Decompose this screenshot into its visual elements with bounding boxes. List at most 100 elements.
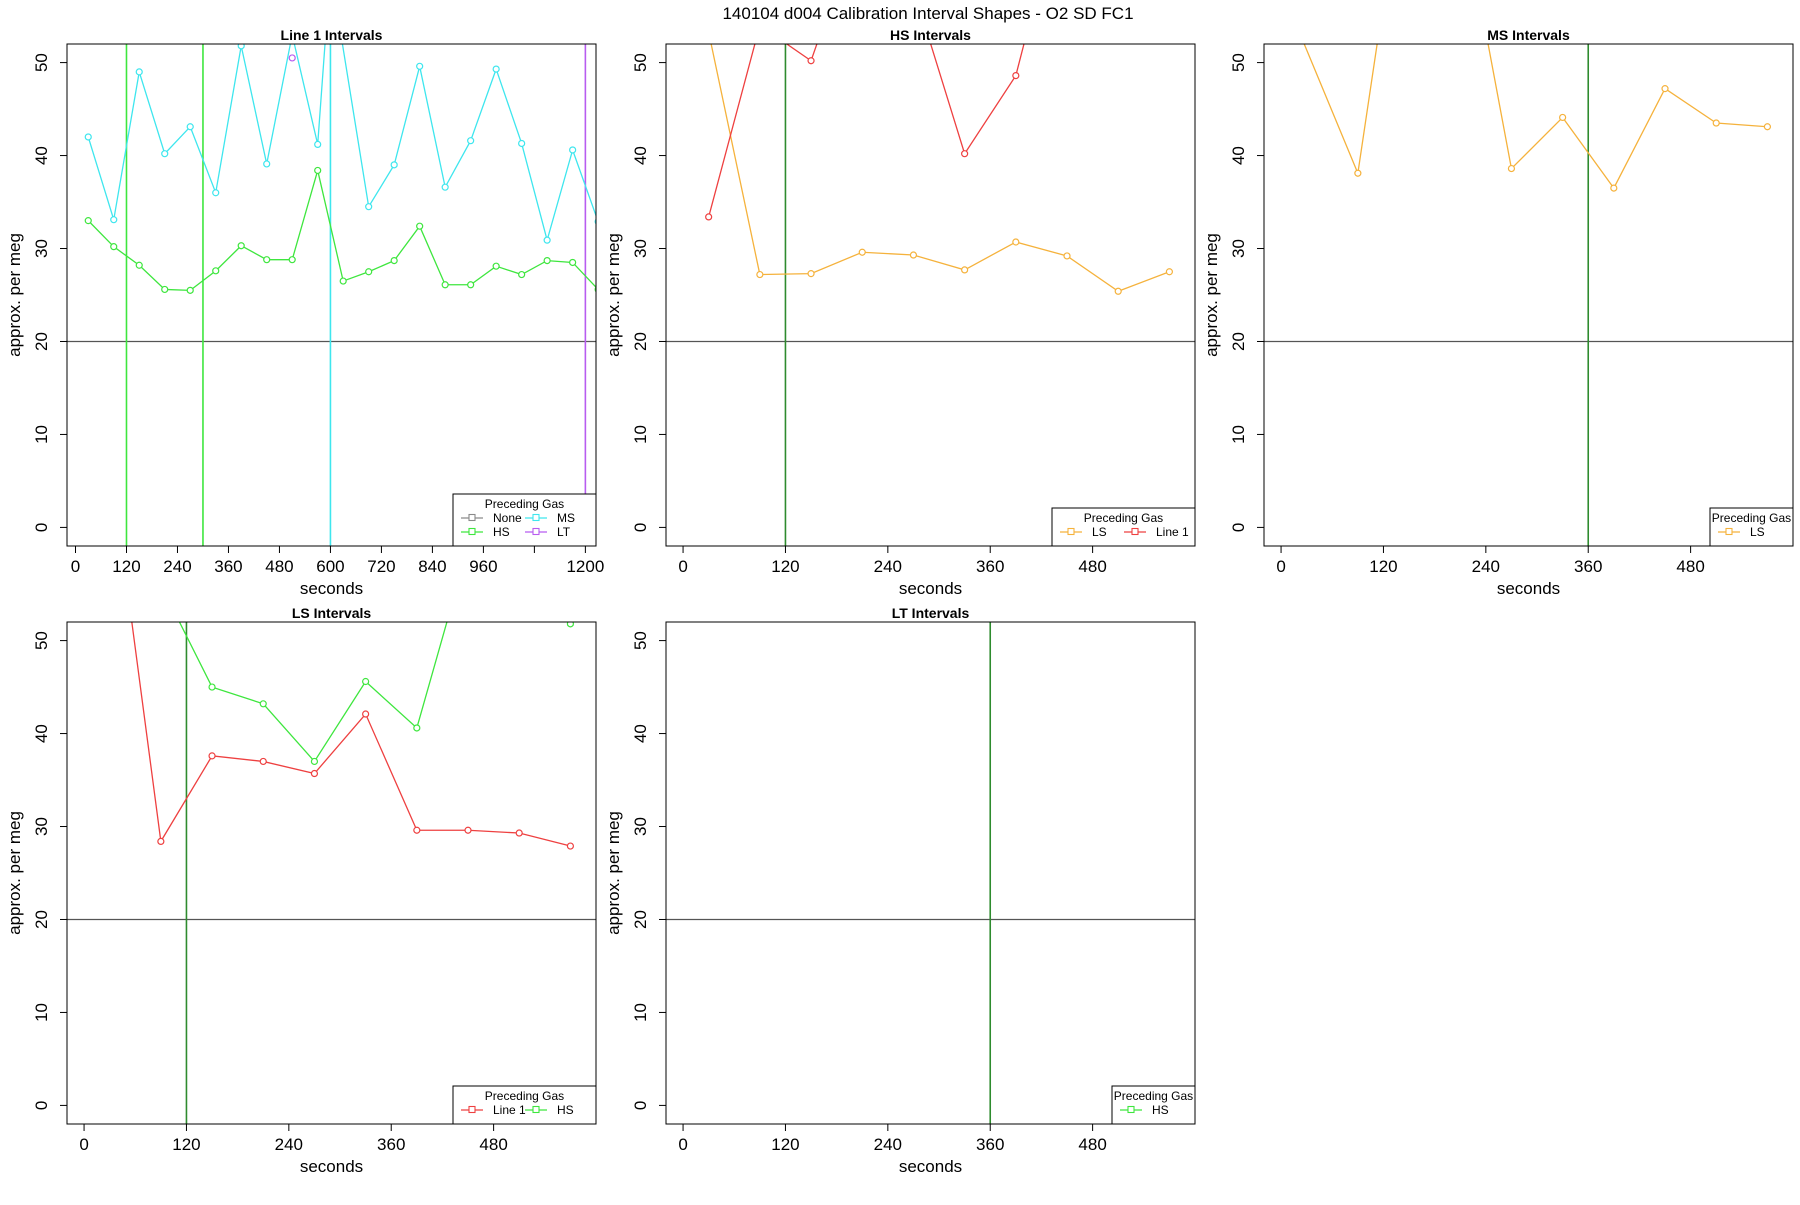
panel-frame [66,43,597,547]
data-point [516,405,522,411]
data-point [157,837,165,845]
data-point [259,757,267,766]
data-point [467,137,475,145]
data-point [413,826,421,834]
legend-box [1051,507,1196,547]
data-point [208,683,216,691]
legend-swatch-marker [1067,527,1075,536]
data-point [110,243,118,251]
y-tick-label: 20 [631,332,650,351]
series-ls [710,44,1174,295]
y-tick-label: 40 [631,146,650,165]
legend-entry: LS [1718,525,1765,539]
data-point [1507,164,1516,173]
y-axis-label: approx. per meg [1202,233,1221,357]
y-tick-label: 30 [1229,239,1248,258]
legend-box [452,493,597,547]
data-point [365,203,373,211]
plot-area [666,622,1195,1124]
panel-frame [665,43,1196,547]
y-tick-label: 40 [32,146,51,165]
legend-entry: Line 1 [461,1103,526,1117]
data-point [569,146,577,154]
data-point [135,68,143,76]
x-axis-label: seconds [300,579,363,598]
legend-title: Preceding Gas [1114,1089,1193,1103]
y-tick-label: 50 [32,631,51,650]
data-point [1661,85,1669,93]
data-point [161,150,169,158]
x-tick-label: 240 [874,557,902,576]
legend-entry: HS [1120,1103,1169,1117]
y-tick-label: 0 [631,1101,650,1110]
x-tick-label: 960 [469,557,497,576]
series-line [1303,44,1768,190]
x-tick-label: 240 [874,1135,902,1154]
data-point [515,829,523,837]
x-tick-label: 480 [1078,1135,1106,1154]
y-axis-label: approx. per meg [604,811,623,935]
data-point [161,285,169,294]
x-tick-label: 600 [316,557,344,576]
legend-swatch-marker [532,527,540,536]
panel-frame [66,621,597,1125]
y-axis: 0 10 20 30 40 50 [32,53,68,532]
x-tick-label: 0 [79,1135,88,1154]
data-point [186,286,194,294]
panel-3: MS Intervals seconds approx. per meg 0 120 24… [1202,27,1794,598]
x-tick-label: 120 [112,557,140,576]
x-tick-label: 0 [678,1135,687,1154]
x-tick-label: 480 [265,557,293,576]
data-point [566,622,575,628]
series-ms [84,44,596,244]
y-tick-label: 10 [32,1003,51,1022]
x-tick-label: 360 [214,557,242,576]
y-tick-label: 30 [32,817,51,836]
legend-box [452,1085,597,1125]
y-tick-label: 10 [1229,425,1248,444]
legend-entry-label: HS [557,1103,574,1117]
legend-entry: HS [461,525,510,539]
legend-swatch-marker [468,513,476,522]
y-tick-label: 30 [631,239,650,258]
x-axis: 0 120 240 360 480 [678,545,1107,576]
x-tick-label: 240 [1472,557,1500,576]
legend-box [1709,507,1794,547]
x-tick-label: 120 [771,1135,799,1154]
legend-box [1111,1085,1196,1125]
legend-entry-label: LS [1750,525,1765,539]
y-tick-label: 40 [32,724,51,743]
y-tick-label: 50 [631,631,650,650]
data-point [158,582,164,588]
legend-entry-label: Line 1 [493,1103,526,1117]
data-point [310,769,319,778]
data-point [135,261,143,269]
x-tick-label: 360 [976,1135,1004,1154]
legend-entry-label: None [493,511,522,525]
x-tick-label: 1200 [566,557,604,576]
y-axis: 0 10 20 30 40 50 [631,53,667,532]
y-tick-label: 10 [631,1003,650,1022]
x-tick-label: 840 [418,557,446,576]
x-tick-label: 120 [1369,557,1397,576]
data-point [492,262,500,270]
x-tick-label: 120 [172,1135,200,1154]
x-tick-label: 0 [678,557,687,576]
legend-entry-label: Line 1 [1156,525,1189,539]
y-tick-label: 50 [32,53,51,72]
series-line [710,44,1170,293]
legend-title: Preceding Gas [485,497,564,511]
data-point [467,281,475,289]
legend-swatch-marker [1127,1105,1135,1114]
data-point [84,217,92,225]
data-point [1012,238,1020,246]
data-point [961,150,969,158]
legend-entry: Line 1 [1124,525,1189,539]
data-point [441,183,449,191]
y-tick-label: 30 [631,817,650,836]
series-line [178,622,572,763]
